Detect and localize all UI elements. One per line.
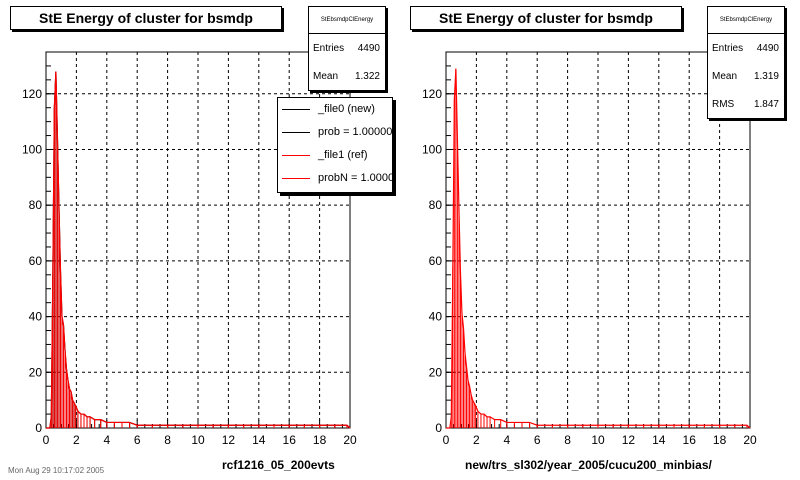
legend-entry-file1: _file1 (ref) (282, 146, 368, 164)
legend-label-file1: _file1 (ref) (318, 149, 368, 161)
right-x-tick-label: 6 (534, 433, 541, 447)
right-y-tick-label: 120 (422, 87, 442, 101)
right-y-tick-label: 0 (435, 421, 442, 435)
left-stats-entries-value: 4490 (357, 42, 380, 54)
left-y-tick-label: 40 (29, 310, 43, 324)
left-stats-mean-label: Mean (313, 70, 339, 82)
legend-line-probn (282, 177, 310, 179)
right-x-tick-label: 10 (591, 433, 605, 447)
right-stats-entries-label: Entries (712, 42, 744, 54)
right-y-tick-label: 80 (429, 198, 443, 212)
timestamp-footer: Mon Aug 29 10:17:02 2005 (8, 466, 105, 475)
legend-entry-probn: probN = 1.000000 (282, 169, 393, 187)
legend-label-probn: probN = 1.000000 (318, 172, 393, 184)
right-y-tick-label: 40 (429, 310, 443, 324)
legend-line-prob (282, 131, 310, 133)
legend-entry-file0: _file0 (new) (282, 100, 375, 118)
right-x-tick-label: 12 (622, 433, 636, 447)
left-chart-title: StE Energy of cluster for bsmdp (10, 6, 282, 30)
left-chart-pad: 0 2 4 6 8 10 12 14 16 18 20 0 20 40 60 80 100 120 StE Ene… (10, 6, 393, 472)
right-stats-mean-row: Mean 1.319 (708, 62, 784, 90)
right-stats-name: StEbsmdpClEnergy (708, 7, 784, 34)
left-y-tick-label: 60 (29, 254, 43, 268)
left-stats-box: StEbsmdpClEnergy Entries 4490 Mean 1.322 (308, 6, 386, 91)
left-stats-mean-value: 1.322 (354, 70, 380, 82)
left-stats-entries-label: Entries (313, 42, 345, 54)
right-stats-box: StEbsmdpClEnergy Entries 4490 Mean 1.319… (707, 6, 785, 119)
right-stats-rms-value: 1.847 (753, 98, 779, 110)
legend-label-file0: _file0 (new) (318, 103, 375, 115)
right-series-line-0 (446, 68, 751, 429)
legend-label-prob: prob = 1.000000 (318, 126, 393, 138)
right-stats-entries-row: Entries 4490 (708, 34, 784, 62)
right-y-tick-label: 20 (429, 365, 443, 379)
right-y-tick-label: 100 (422, 142, 442, 156)
right-x-tick-label: 20 (743, 433, 757, 447)
right-chart-title: StE Energy of cluster for bsmdp (410, 6, 682, 30)
legend-entry-prob: prob = 1.000000 (282, 123, 393, 141)
left-x-tick-label: 0 (43, 433, 50, 447)
right-x-tick-label: 16 (683, 433, 697, 447)
right-x-tick-label: 4 (503, 433, 510, 447)
left-x-axis-label: rcf1216_05_200evts (222, 458, 335, 472)
right-histogram-plot: 0 2 4 6 8 10 12 14 16 18 20 0 20 40 60 80 100 120 (422, 51, 757, 447)
left-y-tick-label: 100 (22, 142, 42, 156)
right-stats-rms-row: RMS 1.847 (708, 90, 784, 118)
legend-line-new (282, 108, 310, 110)
legend-line-ref (282, 154, 310, 156)
left-x-tick-label: 6 (134, 433, 141, 447)
right-x-tick-label: 2 (473, 433, 480, 447)
right-stats-rms-label: RMS (712, 98, 735, 110)
right-x-tick-label: 18 (713, 433, 727, 447)
left-legend: _file0 (new) prob = 1.000000 _file1 (ref… (277, 97, 393, 193)
right-stats-entries-value: 4490 (756, 42, 779, 54)
left-x-tick-label: 8 (164, 433, 171, 447)
left-stats-mean-row: Mean 1.322 (309, 62, 385, 90)
left-y-tick-label: 20 (29, 365, 43, 379)
left-stats-name: StEbsmdpClEnergy (309, 7, 385, 34)
left-series-line-1 (46, 71, 351, 429)
left-x-tick-label: 14 (252, 433, 266, 447)
left-stats-entries-row: Entries 4490 (309, 34, 385, 62)
right-x-tick-label: 8 (564, 433, 571, 447)
left-y-tick-label: 0 (35, 421, 42, 435)
left-x-tick-label: 18 (313, 433, 327, 447)
right-stats-mean-label: Mean (712, 70, 738, 82)
left-y-tick-label: 80 (29, 198, 43, 212)
left-x-tick-label: 12 (222, 433, 236, 447)
left-x-tick-label: 10 (191, 433, 205, 447)
right-x-tick-label: 0 (443, 433, 450, 447)
left-x-tick-label: 4 (103, 433, 110, 447)
left-y-tick-label: 120 (22, 87, 42, 101)
right-x-axis-label: new/trs_sl302/year_2005/cucu200_minbias/ (465, 458, 712, 472)
right-y-tick-label: 60 (429, 254, 443, 268)
right-x-tick-label: 14 (652, 433, 666, 447)
left-x-tick-label: 20 (343, 433, 357, 447)
right-chart-pad: 0 2 4 6 8 10 12 14 16 18 20 0 20 40 60 80 100 120 StE Ene… (400, 0, 800, 480)
right-stats-mean-value: 1.319 (753, 70, 779, 82)
left-x-tick-label: 16 (283, 433, 297, 447)
left-x-tick-label: 2 (73, 433, 80, 447)
